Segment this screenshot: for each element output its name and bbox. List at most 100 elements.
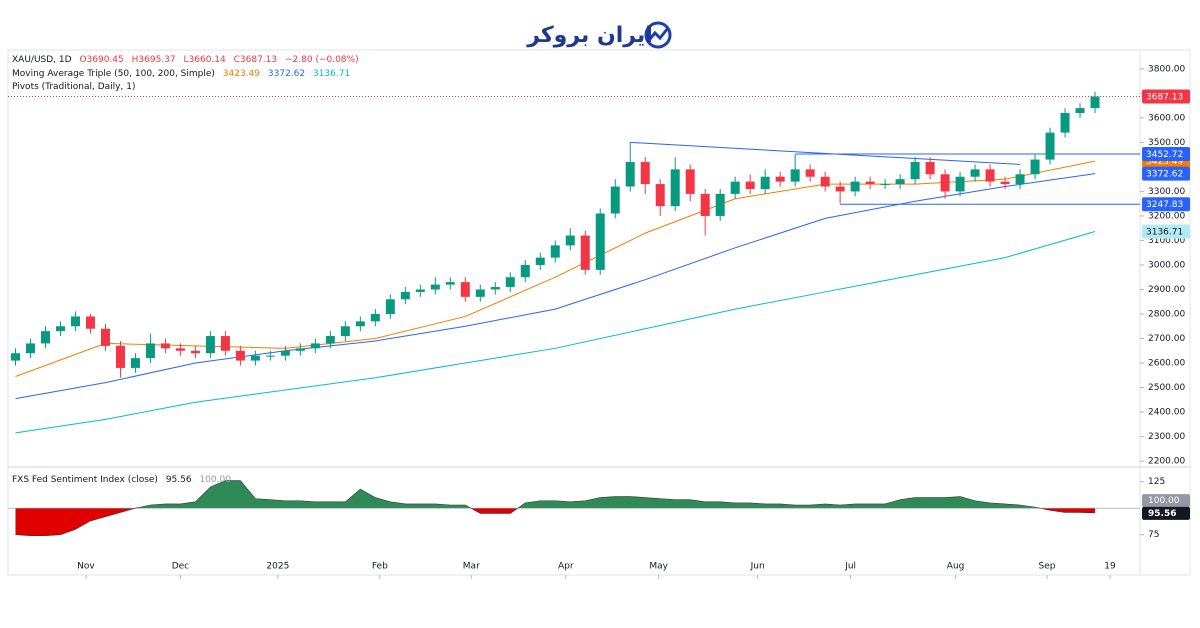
candle-body: [730, 181, 740, 194]
x-tick-label: Apr: [558, 562, 574, 572]
candle-body: [940, 174, 950, 192]
candle-body: [160, 343, 170, 349]
candle-body: [535, 257, 545, 265]
candle-body: [715, 193, 725, 216]
candle-body: [880, 184, 890, 186]
candle-body: [700, 193, 710, 216]
candle-body: [175, 348, 185, 351]
x-tick-label: May: [649, 562, 668, 572]
y-tick-label: 3300.00: [1148, 187, 1185, 197]
candle-body: [280, 350, 290, 356]
ohlc-low: L3660.14: [183, 55, 226, 65]
candle-body: [490, 287, 500, 290]
candle-body: [655, 184, 665, 207]
candle-body: [580, 235, 590, 270]
candle-body: [115, 345, 125, 368]
indicator-value: 95.56: [165, 475, 192, 485]
candle-body: [250, 355, 260, 361]
candle-body: [1030, 159, 1040, 175]
sentiment-area-negative: [15, 508, 1096, 536]
candle-body: [475, 289, 485, 297]
candle-body: [610, 186, 620, 214]
price-badge-label: 3423.49: [1146, 157, 1183, 167]
frame: [7, 49, 1191, 576]
y-tick-label: 3800.00: [1148, 64, 1185, 74]
price-badge-label: 3247.83: [1146, 200, 1183, 210]
y-tick-label: 2700.00: [1148, 334, 1185, 344]
candle-body: [145, 343, 155, 359]
ohlc-open: O3690.45: [79, 55, 124, 65]
candle-body: [1045, 132, 1055, 160]
candle-body: [670, 169, 680, 207]
candle-body: [10, 353, 20, 361]
candle-body: [460, 282, 470, 297]
y-tick-label: 2200.00: [1148, 457, 1185, 467]
logo-icon-arrow: [647, 27, 670, 41]
candle-body: [325, 336, 335, 344]
candle-body: [805, 169, 815, 177]
candle-body: [790, 169, 800, 182]
y-tick-label: 2400.00: [1148, 408, 1185, 418]
indicator-title: FXS Fed Sentiment Index (close): [12, 475, 158, 485]
candle-body: [745, 181, 755, 189]
candle-body: [385, 299, 395, 315]
candle-body: [265, 355, 275, 357]
x-tick-label: Jul: [844, 562, 856, 572]
x-tick-label: 19: [1104, 562, 1116, 572]
logo-text: ایران بروکر: [526, 23, 653, 48]
candle-body: [640, 162, 650, 185]
candle-body: [40, 331, 50, 344]
candle-body: [220, 336, 230, 351]
candle-body: [550, 245, 560, 258]
candle-body: [925, 162, 935, 175]
baseline-badge-label: 100.00: [1148, 496, 1180, 506]
x-tick-label: Mar: [463, 562, 480, 572]
candle-body: [85, 316, 95, 329]
candle-body: [970, 169, 980, 177]
candle-body: [595, 213, 605, 270]
candle-body: [445, 282, 455, 285]
candle-body: [1060, 112, 1070, 133]
candle-body: [820, 176, 830, 187]
y-tick-label: 3000.00: [1148, 260, 1185, 270]
candle-body: [415, 289, 425, 292]
candle-body: [835, 186, 845, 192]
ohlc-change: −2.80 (−0.08%): [285, 55, 359, 65]
ma-value: 3136.71: [312, 69, 351, 79]
candle-body: [70, 316, 80, 327]
y-tick-label: 2600.00: [1148, 359, 1185, 369]
trendline: [630, 141, 1021, 165]
candle-body: [505, 277, 515, 288]
price-badge: [1142, 197, 1190, 212]
x-tick-label: Jun: [750, 562, 765, 572]
x-tick-label: Dec: [172, 562, 189, 572]
y-tick-label: 2900.00: [1148, 285, 1185, 295]
candle-body: [25, 343, 35, 354]
ohlc-close: C3687.13: [233, 55, 278, 65]
candle-body: [355, 321, 365, 327]
price-badge: [1142, 89, 1190, 104]
candle-body: [565, 235, 575, 246]
candle-body: [370, 314, 380, 322]
price-badge: [1142, 147, 1190, 162]
candle-body: [235, 350, 245, 361]
x-tick-label: Aug: [947, 562, 965, 572]
candle-body: [1090, 96, 1100, 109]
moving-average: [15, 160, 1096, 377]
ma-title: Moving Average Triple (50, 100, 200, Sim…: [12, 69, 215, 79]
candle-body: [850, 181, 860, 192]
logo: ایران بروکر: [526, 21, 672, 49]
candle-body: [55, 326, 65, 332]
x-tick-label: Nov: [77, 562, 95, 572]
x-tick-label: Sep: [1039, 562, 1056, 572]
price-badge: [1142, 224, 1190, 239]
sentiment-area-positive: [135, 480, 1041, 509]
y-tick-label: 3600.00: [1148, 113, 1185, 123]
y-tick-label: 75: [1148, 530, 1159, 540]
candle-body: [955, 176, 965, 192]
value-badge-label: 95.56: [1148, 509, 1176, 519]
candle-body: [400, 291, 410, 300]
indicator-baseline: 100.00: [199, 475, 231, 485]
